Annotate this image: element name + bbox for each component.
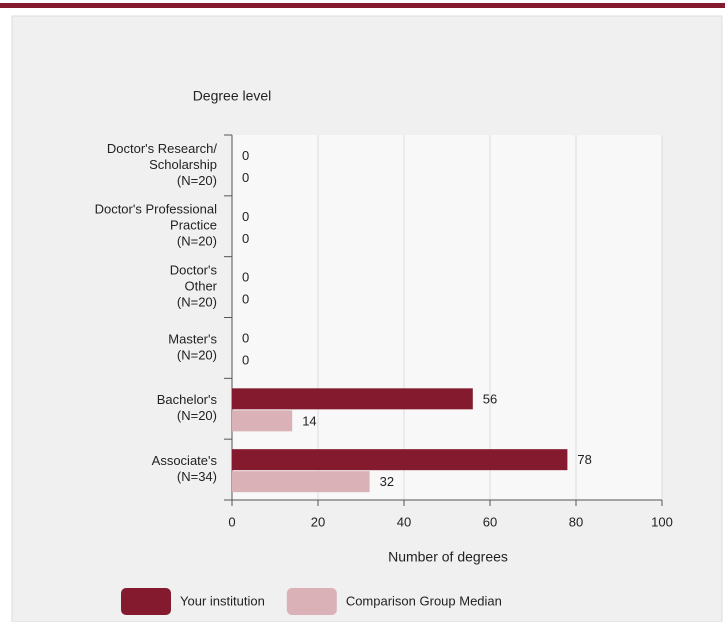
y-tick-label: (N=20) — [177, 347, 217, 362]
plot-area — [232, 135, 662, 500]
value-label: 56 — [483, 391, 497, 406]
legend-swatch — [286, 588, 337, 615]
value-label: 0 — [242, 209, 249, 224]
x-tick-label: 0 — [228, 514, 235, 529]
value-label: 0 — [242, 352, 249, 367]
x-tick-label: 60 — [483, 514, 497, 529]
value-label: 0 — [242, 231, 249, 246]
y-tick-label: (N=20) — [177, 295, 217, 310]
x-tick-label: 40 — [397, 514, 411, 529]
value-label: 0 — [242, 330, 249, 345]
top-bar — [0, 3, 725, 8]
x-tick-label: 80 — [569, 514, 583, 529]
value-label: 32 — [380, 474, 394, 489]
legend-label: Your institution — [180, 593, 265, 608]
y-tick-label: (N=34) — [177, 469, 217, 484]
y-tick-label: Doctor's Professional — [95, 202, 218, 217]
value-label: 0 — [242, 148, 249, 163]
y-tick-label: Practice — [170, 218, 217, 233]
value-label: 0 — [242, 170, 249, 185]
chart-title: Degree level — [193, 88, 272, 104]
y-tick-label: (N=20) — [177, 408, 217, 423]
y-tick-label: Doctor's — [170, 263, 218, 278]
value-label: 0 — [242, 292, 249, 307]
legend-label: Comparison Group Median — [346, 593, 502, 608]
x-tick-label: 20 — [311, 514, 325, 529]
y-tick-label: Bachelor's — [157, 392, 218, 407]
y-tick-label: Master's — [168, 331, 217, 346]
y-tick-label: (N=20) — [177, 234, 217, 249]
y-tick-label: Other — [184, 279, 217, 294]
y-tick-label: (N=20) — [177, 173, 217, 188]
y-tick-label: Scholarship — [149, 157, 217, 172]
bar — [232, 388, 473, 410]
x-tick-label: 100 — [651, 514, 673, 529]
value-label: 14 — [302, 413, 316, 428]
legend-swatch — [121, 588, 171, 615]
y-tick-label: Associate's — [152, 453, 218, 468]
bar — [232, 471, 370, 493]
value-label: 78 — [577, 452, 591, 467]
y-tick-label: Doctor's Research/ — [107, 141, 218, 156]
bar — [232, 410, 293, 432]
bar — [232, 449, 568, 471]
x-axis-label: Number of degrees — [388, 549, 508, 565]
value-label: 0 — [242, 270, 249, 285]
